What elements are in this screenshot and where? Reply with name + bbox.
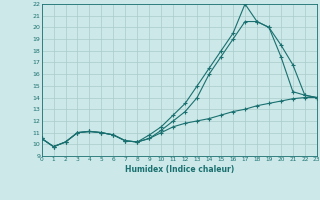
X-axis label: Humidex (Indice chaleur): Humidex (Indice chaleur)	[124, 165, 234, 174]
